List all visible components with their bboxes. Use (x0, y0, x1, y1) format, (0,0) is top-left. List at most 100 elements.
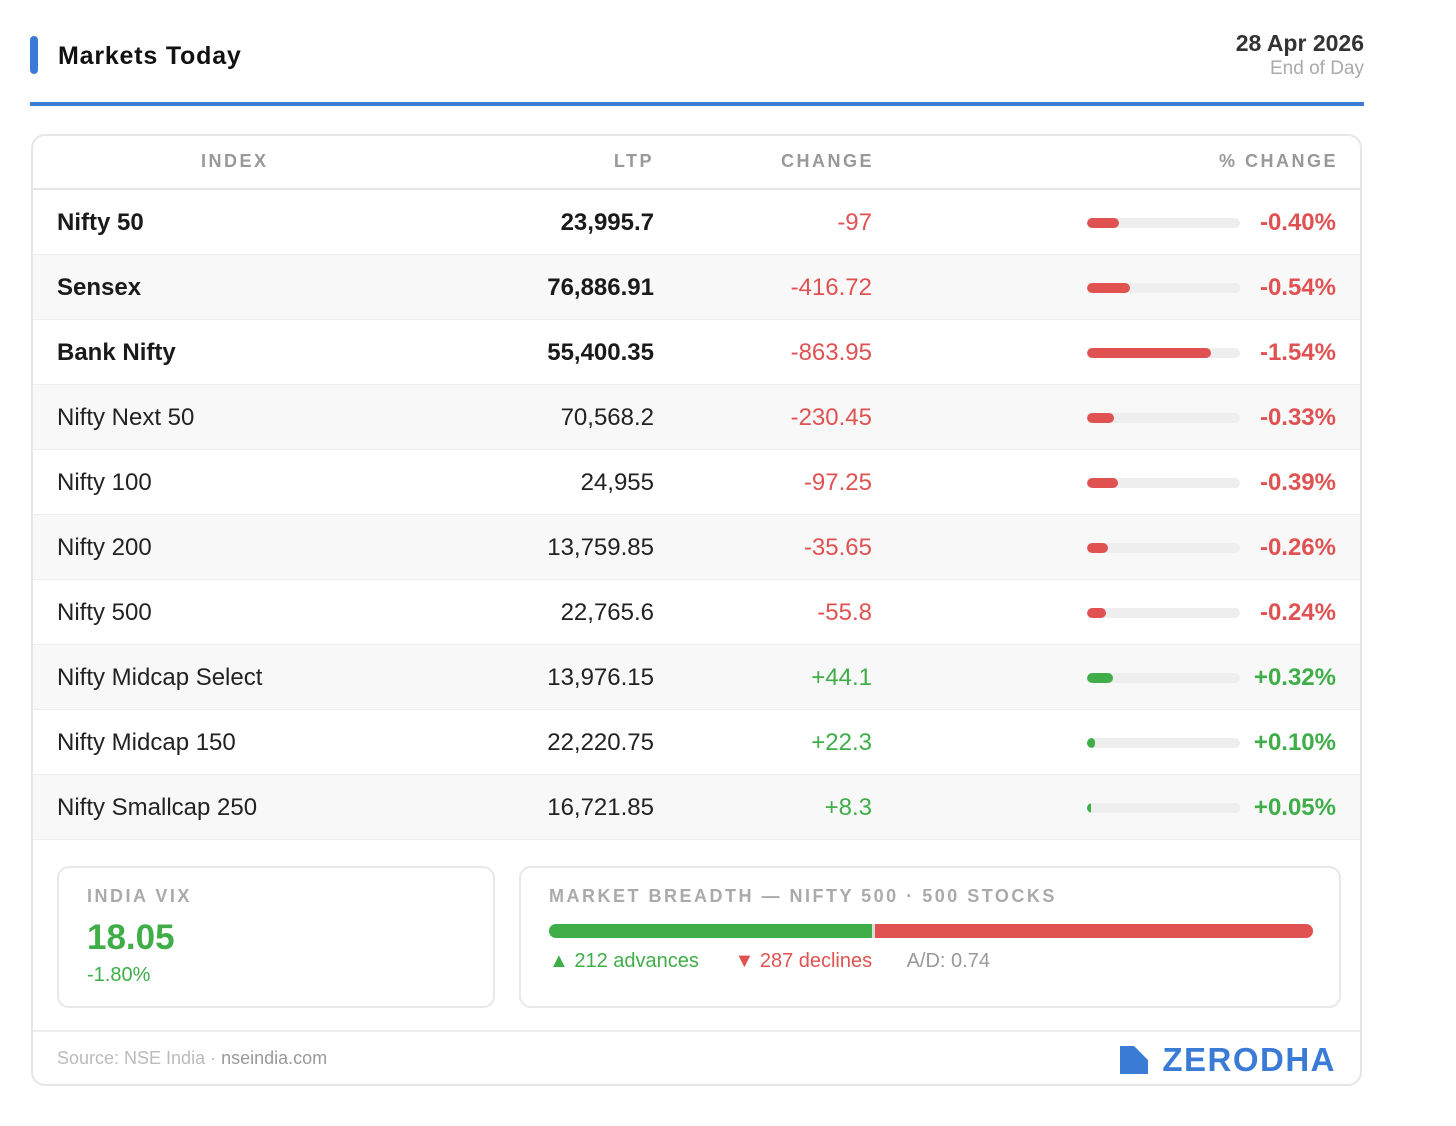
pct-change-bar-track (1087, 738, 1240, 748)
pct-change-bar (1087, 478, 1119, 488)
pct-change-bar (1087, 673, 1113, 683)
index-ltp: 70,568.2 (560, 404, 654, 431)
index-pct-change: -0.39% (1259, 469, 1336, 496)
index-name: Bank Nifty (57, 339, 176, 366)
index-change: -863.95 (790, 339, 872, 366)
market-breadth-card: MARKET BREADTH — NIFTY 500 · 500 STOCKS … (519, 866, 1341, 1008)
index-name: Nifty Next 50 (57, 404, 195, 431)
index-name: Nifty Midcap Select (57, 664, 263, 691)
pct-change-bar-track (1087, 803, 1240, 813)
index-pct-change: +0.32% (1253, 664, 1336, 691)
index-change: -416.72 (790, 274, 872, 301)
index-ltp: 76,886.91 (547, 274, 654, 301)
breadth-advances-segment (549, 924, 872, 938)
index-change: -97.25 (803, 469, 872, 496)
vix-label: INDIA VIX (87, 886, 192, 906)
header-divider (30, 102, 1364, 106)
index-name: Nifty Midcap 150 (57, 729, 236, 756)
source-prefix: Source: NSE India · (57, 1048, 222, 1068)
pct-change-bar-track (1087, 673, 1240, 683)
index-pct-change: +0.05% (1253, 794, 1336, 821)
index-pct-change: -0.33% (1259, 404, 1336, 431)
pct-change-bar (1087, 608, 1107, 618)
index-pct-change: -1.54% (1259, 339, 1336, 366)
index-change: +44.1 (811, 664, 872, 691)
pct-change-bar (1087, 283, 1131, 293)
index-change: -230.45 (790, 404, 872, 431)
index-ltp: 22,220.75 (547, 729, 654, 756)
breadth-declines-segment (875, 924, 1313, 938)
table-row: Nifty Smallcap 250 16,721.85 +8.3 +0.05% (33, 775, 1360, 840)
pct-change-bar (1087, 543, 1108, 553)
index-name: Nifty 50 (57, 209, 144, 236)
index-name: Nifty Smallcap 250 (57, 794, 258, 821)
source-link[interactable]: nseindia.com (221, 1048, 328, 1068)
index-ltp: 24,955 (580, 469, 654, 496)
markets-card: INDEX LTP CHANGE % CHANGE Nifty 50 23,995… (31, 134, 1362, 1086)
pct-change-bar-track (1087, 608, 1240, 618)
index-change: -55.8 (817, 599, 872, 626)
table-row: Sensex 76,886.91 -416.72 -0.54% (33, 255, 1360, 320)
pct-change-bar (1087, 348, 1211, 358)
pct-change-bar (1087, 413, 1114, 423)
pct-change-bar-track (1087, 413, 1240, 423)
brand-wordmark: ZERODHA (1162, 1041, 1336, 1078)
index-change: -97 (837, 209, 872, 236)
pct-change-bar-track (1087, 348, 1240, 358)
pct-change-bar-track (1087, 283, 1240, 293)
india-vix-card: INDIA VIX 18.05 -1.80% (57, 866, 495, 1008)
index-name: Nifty 100 (57, 469, 152, 496)
pct-change-bar (1087, 738, 1096, 748)
index-pct-change: -0.54% (1259, 274, 1336, 301)
table-row: Nifty 200 13,759.85 -35.65 -0.26% (33, 515, 1360, 580)
pct-change-bar-track (1087, 218, 1240, 228)
page-header: Markets Today 28 Apr 2026 End of Day (30, 30, 1364, 102)
header-pct-change: % CHANGE (1218, 151, 1338, 171)
pct-change-bar-track (1087, 543, 1240, 553)
header-index: INDEX (201, 151, 269, 171)
index-ltp: 55,400.35 (547, 339, 654, 366)
declines-count: ▼ 287 declines (734, 950, 873, 972)
index-name: Nifty 200 (57, 534, 152, 561)
index-pct-change: +0.10% (1253, 729, 1336, 756)
header-ltp: LTP (613, 151, 654, 171)
index-ltp: 16,721.85 (547, 794, 654, 821)
title-accent-bar (30, 36, 38, 74)
advances-count: ▲ 212 advances (549, 950, 699, 972)
table-header: INDEX LTP CHANGE % CHANGE (33, 136, 1360, 190)
index-ltp: 23,995.7 (560, 209, 654, 236)
report-date: 28 Apr 2026 (1235, 30, 1364, 56)
index-ltp: 22,765.6 (560, 599, 654, 626)
breadth-legend: ▲ 212 advances ▼ 287 declines A/D: 0.74 (549, 950, 1020, 973)
brand: ZERODHA (1120, 1041, 1336, 1078)
table-row: Nifty Midcap Select 13,976.15 +44.1 +0.32% (33, 645, 1360, 710)
index-change: +8.3 (824, 794, 872, 821)
index-pct-change: -0.24% (1259, 599, 1336, 626)
table-row: Bank Nifty 55,400.35 -863.95 -1.54% (33, 320, 1360, 385)
index-name: Sensex (57, 274, 142, 301)
breadth-label: MARKET BREADTH — NIFTY 500 · 500 STOCKS (549, 886, 1057, 906)
report-date-subtitle: End of Day (1270, 58, 1364, 79)
index-pct-change: -0.26% (1259, 534, 1336, 561)
table-row: Nifty 100 24,955 -97.25 -0.39% (33, 450, 1360, 515)
pct-change-bar (1087, 803, 1092, 813)
index-ltp: 13,759.85 (547, 534, 654, 561)
index-table-body: Nifty 50 23,995.7 -97 -0.40% Sensex 76,886.91… (33, 190, 1360, 840)
zerodha-logo-icon (1120, 1046, 1149, 1074)
index-change: +22.3 (811, 729, 872, 756)
index-ltp: 13,976.15 (547, 664, 654, 691)
index-pct-change: -0.40% (1259, 209, 1336, 236)
footer-divider (33, 1030, 1360, 1032)
table-row: Nifty 500 22,765.6 -55.8 -0.24% (33, 580, 1360, 645)
vix-change: -1.80% (87, 964, 151, 986)
page-title: Markets Today (58, 42, 242, 70)
index-name: Nifty 500 (57, 599, 152, 626)
table-row: Nifty Midcap 150 22,220.75 +22.3 +0.10% (33, 710, 1360, 775)
table-row: Nifty 50 23,995.7 -97 -0.40% (33, 190, 1360, 255)
ad-ratio: A/D: 0.74 (906, 950, 990, 972)
breadth-bar (549, 924, 1313, 938)
vix-value: 18.05 (87, 918, 175, 957)
source-note: Source: NSE India · nseindia.com (57, 1048, 327, 1069)
index-change: -35.65 (803, 534, 872, 561)
table-row: Nifty Next 50 70,568.2 -230.45 -0.33% (33, 385, 1360, 450)
